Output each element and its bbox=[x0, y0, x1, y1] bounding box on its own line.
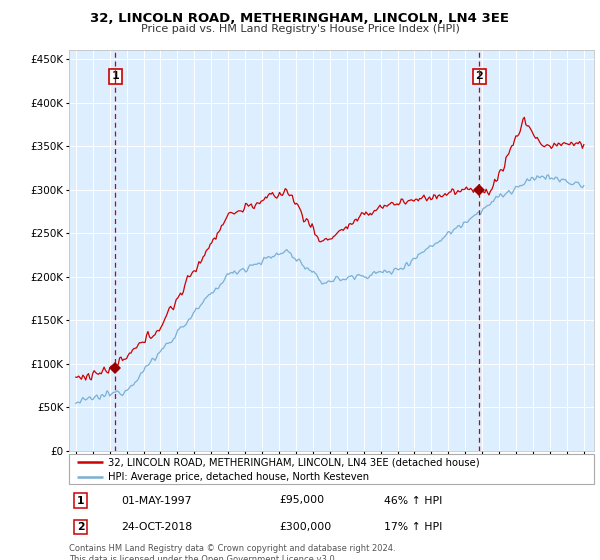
Text: 2: 2 bbox=[475, 72, 483, 81]
Text: 1: 1 bbox=[77, 496, 84, 506]
Text: £300,000: £300,000 bbox=[279, 522, 331, 532]
FancyBboxPatch shape bbox=[69, 454, 594, 484]
Text: 46% ↑ HPI: 46% ↑ HPI bbox=[384, 496, 442, 506]
Text: HPI: Average price, detached house, North Kesteven: HPI: Average price, detached house, Nort… bbox=[109, 472, 370, 482]
Text: 24-OCT-2018: 24-OCT-2018 bbox=[121, 522, 193, 532]
Text: Price paid vs. HM Land Registry's House Price Index (HPI): Price paid vs. HM Land Registry's House … bbox=[140, 24, 460, 34]
Text: 32, LINCOLN ROAD, METHERINGHAM, LINCOLN, LN4 3EE (detached house): 32, LINCOLN ROAD, METHERINGHAM, LINCOLN,… bbox=[109, 457, 480, 467]
Text: 32, LINCOLN ROAD, METHERINGHAM, LINCOLN, LN4 3EE: 32, LINCOLN ROAD, METHERINGHAM, LINCOLN,… bbox=[91, 12, 509, 25]
Text: Contains HM Land Registry data © Crown copyright and database right 2024.
This d: Contains HM Land Registry data © Crown c… bbox=[69, 544, 395, 560]
Text: 2: 2 bbox=[77, 522, 85, 532]
Text: 17% ↑ HPI: 17% ↑ HPI bbox=[384, 522, 442, 532]
Text: £95,000: £95,000 bbox=[279, 496, 324, 506]
Text: 1: 1 bbox=[112, 72, 119, 81]
Text: 01-MAY-1997: 01-MAY-1997 bbox=[121, 496, 192, 506]
